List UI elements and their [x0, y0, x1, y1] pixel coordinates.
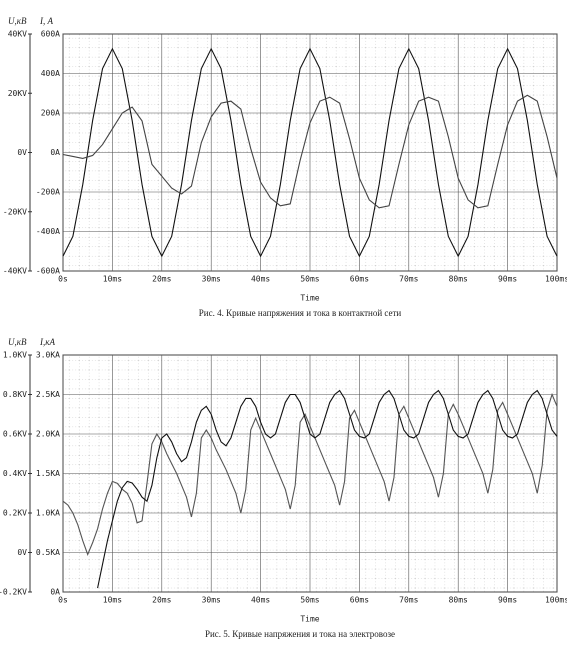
x-tick-label: 20ms	[152, 596, 171, 605]
series-line	[62, 94, 558, 209]
y2-tick-label: 3.0KA	[36, 351, 60, 360]
x-tick-label: 30ms	[202, 275, 221, 284]
series-line	[62, 392, 558, 557]
y-tick-label: 40KV	[8, 30, 27, 39]
x-tick-label: 100ms	[545, 275, 567, 284]
y-tick-label: 0V	[17, 548, 27, 557]
y2-tick-label: 1.5KA	[36, 469, 60, 478]
y2-tick-label: 1.0KA	[36, 509, 60, 518]
x-axis-label: Time	[300, 615, 319, 624]
x-tick-label: 0s	[58, 596, 68, 605]
series-line	[62, 47, 558, 258]
x-tick-label: 0s	[58, 275, 68, 284]
y2-axis-label: I,кА	[39, 337, 55, 347]
y2-tick-label: -200A	[36, 188, 60, 197]
y-axis-label: U,кВ	[8, 16, 27, 26]
y-tick-label: 0.8KV	[3, 390, 27, 399]
x-tick-label: 50ms	[300, 275, 319, 284]
y2-tick-label: -600A	[36, 267, 60, 276]
y2-tick-label: 0A	[50, 588, 60, 597]
series-line	[97, 389, 558, 589]
x-axis-label: Time	[300, 294, 319, 303]
x-tick-label: 70ms	[399, 275, 418, 284]
x-tick-label: 90ms	[498, 596, 517, 605]
x-tick-label: 30ms	[202, 596, 221, 605]
y-tick-label: 0V	[17, 148, 27, 157]
y2-tick-label: -400A	[36, 227, 60, 236]
x-tick-label: 40ms	[251, 596, 270, 605]
x-tick-label: 10ms	[103, 275, 122, 284]
x-tick-label: 20ms	[152, 275, 171, 284]
y2-tick-label: 0.5KA	[36, 548, 60, 557]
y2-tick-label: 400A	[41, 69, 60, 78]
x-tick-label: 50ms	[300, 596, 319, 605]
caption: Рис. 4. Кривые напряжения и тока в конта…	[199, 308, 402, 318]
y-tick-label: -40KV	[3, 267, 27, 276]
caption: Рис. 5. Кривые напряжения и тока на элек…	[205, 629, 395, 639]
y-tick-label: 0.6KV	[3, 430, 27, 439]
y2-tick-label: 2.5KA	[36, 390, 60, 399]
x-tick-label: 40ms	[251, 275, 270, 284]
y-axis-label: U,кВ	[8, 337, 27, 347]
x-tick-label: 10ms	[103, 596, 122, 605]
y2-tick-label: 200A	[41, 109, 60, 118]
y2-tick-label: 600A	[41, 30, 60, 39]
y-tick-label: -0.2KV	[0, 588, 27, 597]
x-tick-label: 100ms	[545, 596, 567, 605]
y-tick-label: 20KV	[8, 89, 27, 98]
y2-tick-label: 0A	[50, 148, 60, 157]
y-tick-label: -20KV	[3, 207, 27, 216]
y-tick-label: 1.0KV	[3, 351, 27, 360]
x-tick-label: 70ms	[399, 596, 418, 605]
x-tick-label: 60ms	[350, 596, 369, 605]
x-tick-label: 90ms	[498, 275, 517, 284]
y2-axis-label: I, А	[39, 16, 53, 26]
y-tick-label: 0.2KV	[3, 509, 27, 518]
y2-tick-label: 2.0KA	[36, 430, 60, 439]
y-tick-label: 0.4KV	[3, 469, 27, 478]
x-tick-label: 60ms	[350, 275, 369, 284]
x-tick-label: 80ms	[449, 275, 468, 284]
x-tick-label: 80ms	[449, 596, 468, 605]
